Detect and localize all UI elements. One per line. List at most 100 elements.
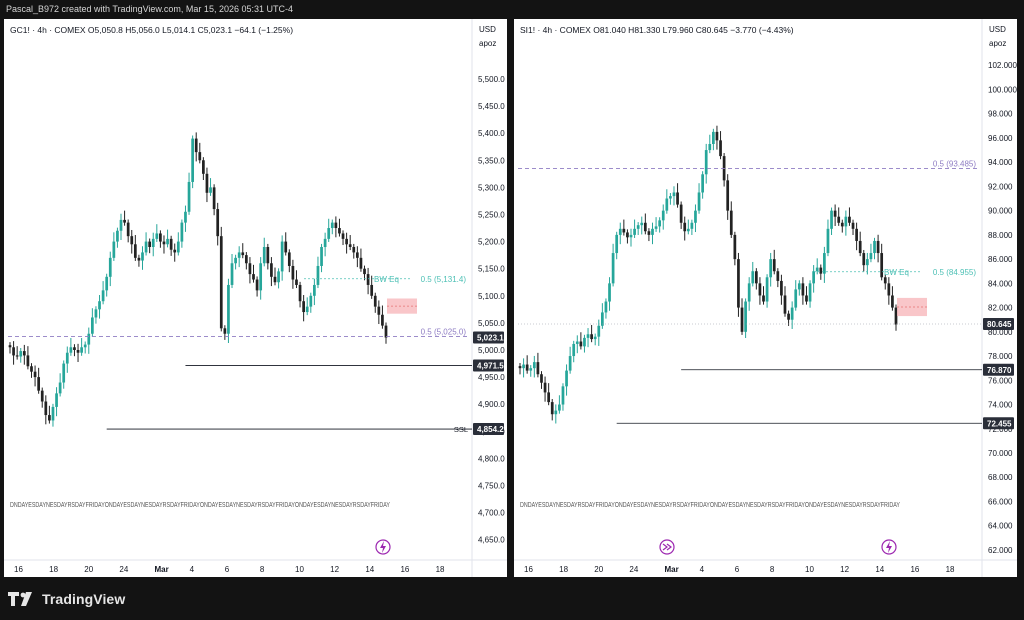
candle-down: [44, 401, 48, 416]
candle-up: [712, 131, 715, 144]
candle-up: [830, 210, 833, 229]
candle-up: [105, 276, 109, 291]
silver-chart-panel[interactable]: 62.000 64.000 66.000 68.000 70.000 72.000 74.0…: [514, 19, 1017, 577]
candle-up: [808, 283, 812, 302]
candle-up: [108, 257, 112, 277]
candle-down: [252, 274, 255, 280]
fvg-zone: [387, 298, 417, 314]
candle-up: [184, 211, 187, 223]
bw-eq-label: BW Eq: [374, 275, 399, 284]
y-tick-label: 64.000: [988, 522, 1013, 531]
candle-up: [62, 363, 66, 383]
candle-down: [26, 355, 30, 367]
y-tick-label: 82.000: [988, 304, 1013, 313]
candle-down: [679, 204, 683, 223]
gold-price-scale-header[interactable]: USD apoz: [473, 23, 507, 51]
silver-candlestick-chart[interactable]: 62.000 64.000 66.000 68.000 70.000 72.000 74.0…: [514, 19, 1017, 577]
candle-down: [22, 351, 26, 356]
candle-down: [837, 216, 841, 223]
y-tick-label: 72.000: [988, 425, 1013, 434]
candle-down: [355, 252, 359, 258]
candle-up: [83, 344, 87, 348]
fvg-zone: [897, 297, 927, 317]
fib-level-label: 0.5 (93.485): [933, 159, 976, 168]
candle-up: [823, 253, 826, 274]
candle-down: [366, 274, 370, 285]
candle-up: [790, 307, 794, 320]
candle-down: [740, 307, 744, 332]
candle-down: [348, 244, 352, 247]
candle-up: [176, 241, 180, 253]
price-label: 76.870: [987, 366, 1012, 375]
tradingview-brand[interactable]: TradingView: [8, 590, 125, 608]
candle-up: [19, 351, 23, 357]
y-tick-label: 66.000: [988, 497, 1013, 506]
price-label: 80.645: [987, 320, 1012, 329]
candle-up: [669, 196, 672, 199]
y-tick-label: 4,900.0: [478, 400, 505, 409]
candle-up: [323, 238, 327, 247]
candle-up: [658, 220, 662, 227]
arrow-glyph: [662, 543, 672, 551]
candle-down: [858, 240, 862, 254]
y-tick-label: 102.000: [988, 61, 1017, 70]
gold-candlestick-chart[interactable]: 4,650.04,700.04,750.04,800.04,850.04,900…: [4, 19, 507, 577]
candle-down: [626, 232, 629, 238]
x-tick-label: 12: [330, 565, 339, 574]
candle-down: [384, 325, 388, 338]
candle-down: [737, 259, 740, 308]
x-tick-label: 10: [805, 565, 814, 574]
candle-down: [780, 280, 783, 296]
candle-down: [715, 131, 719, 141]
candle-up: [640, 222, 644, 226]
y-tick-label: 4,700.0: [478, 509, 505, 518]
candle-down: [851, 222, 855, 229]
y-tick-label: 96.000: [988, 134, 1013, 143]
gold-chart-panel[interactable]: 4,650.04,700.04,750.04,800.04,850.04,900…: [4, 19, 507, 577]
y-tick-label: 100.000: [988, 85, 1017, 94]
candle-up: [313, 284, 316, 296]
y-tick-label: 68.000: [988, 473, 1013, 482]
tradingview-wordmark: TradingView: [42, 591, 126, 607]
candle-down: [40, 390, 44, 402]
candle-up: [593, 336, 597, 340]
candle-up: [320, 247, 323, 266]
x-tick-label: 16: [910, 565, 919, 574]
y-tick-label: 98.000: [988, 110, 1013, 119]
candle-down: [891, 295, 894, 308]
candle-down: [643, 222, 647, 232]
silver-scale-mode[interactable]: apoz: [989, 39, 1007, 48]
candle-down: [198, 152, 202, 161]
candle-up: [119, 219, 123, 231]
price-label-bg: [473, 359, 504, 372]
candle-down: [148, 241, 152, 247]
candle-down: [37, 377, 41, 391]
silver-price-scale-header[interactable]: USD apoz: [983, 23, 1017, 51]
candle-up: [794, 289, 798, 308]
candle-up: [568, 356, 572, 371]
y-tick-label: 92.000: [988, 182, 1013, 191]
gold-scale-mode[interactable]: apoz: [479, 39, 497, 48]
candle-down: [241, 252, 245, 256]
candle-up: [665, 198, 669, 211]
candle-down: [291, 265, 295, 280]
candle-down: [733, 234, 737, 260]
candle-up: [529, 368, 533, 371]
x-tick-label: 16: [400, 565, 409, 574]
candle-down: [334, 222, 338, 229]
candle-down: [862, 253, 866, 266]
y-tick-label: 4,950.0: [478, 373, 505, 382]
candle-down: [647, 231, 651, 235]
candle-down: [255, 279, 259, 291]
y-tick-label: 94.000: [988, 158, 1013, 167]
y-tick-label: 70.000: [988, 449, 1013, 458]
candle-down: [352, 247, 356, 253]
candle-down: [76, 350, 80, 353]
x-tick-label: 18: [436, 565, 445, 574]
candle-down: [883, 277, 887, 284]
candle-up: [166, 238, 169, 245]
eq-level-label: 0.5 (84.955): [933, 268, 976, 277]
candle-down: [48, 415, 51, 421]
y-tick-label: 5,000.0: [478, 346, 505, 355]
candle-up: [597, 325, 601, 337]
